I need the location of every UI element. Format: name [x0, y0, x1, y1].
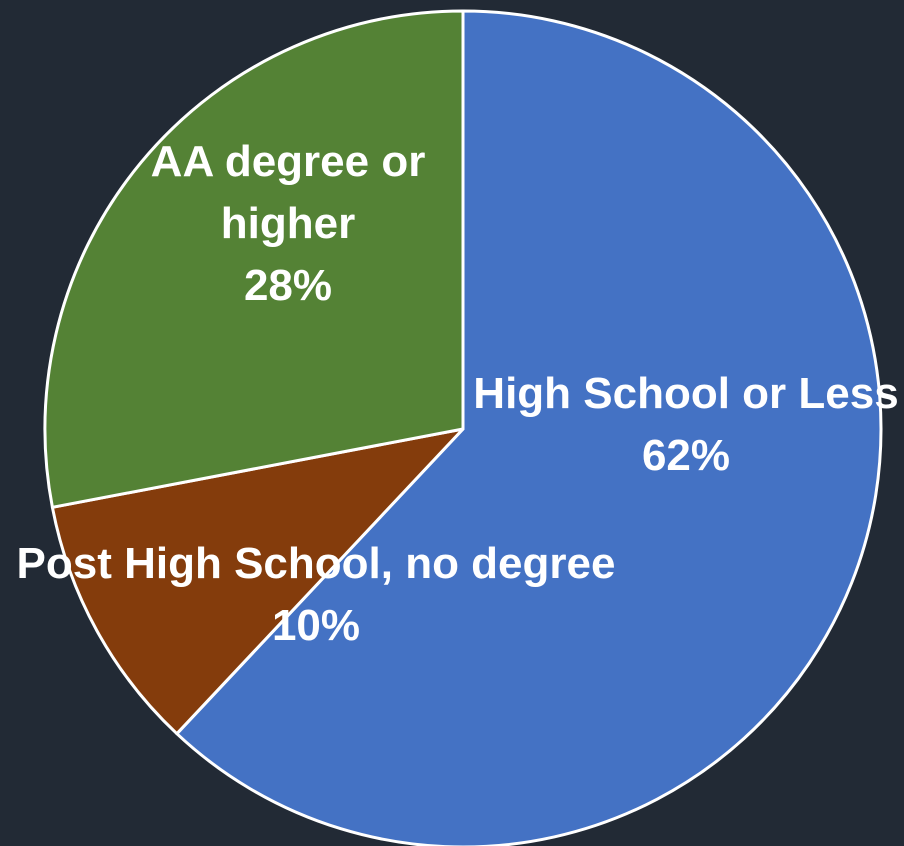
- pie-label-aa-degree-or-higher: AA degree or higher 28%: [151, 137, 426, 310]
- pie-slice-high-school-or-less: [175, 9, 883, 846]
- pie-label-value: 10%: [272, 601, 360, 650]
- pie-label-post-high-school-no-degree: Post High School, no degree 10%: [17, 539, 616, 650]
- pie-label-name: AA degree or: [151, 137, 426, 186]
- pie-label-value: 28%: [244, 261, 332, 310]
- pie-slice-aa-degree-or-higher: [43, 9, 465, 509]
- pie-label-high-school-or-less: High School or Less 62%: [473, 369, 898, 480]
- pie-slice-post-high-school-no-degree: [50, 427, 465, 736]
- pie-label-value: 62%: [642, 431, 730, 480]
- pie-label-name: High School or Less: [473, 369, 898, 418]
- pie-label-name: higher: [221, 199, 355, 248]
- pie-labels: High School or Less 62% Post High School, …: [17, 137, 899, 650]
- pie-label-name: Post High School, no degree: [17, 539, 616, 588]
- pie-slices: [43, 9, 883, 846]
